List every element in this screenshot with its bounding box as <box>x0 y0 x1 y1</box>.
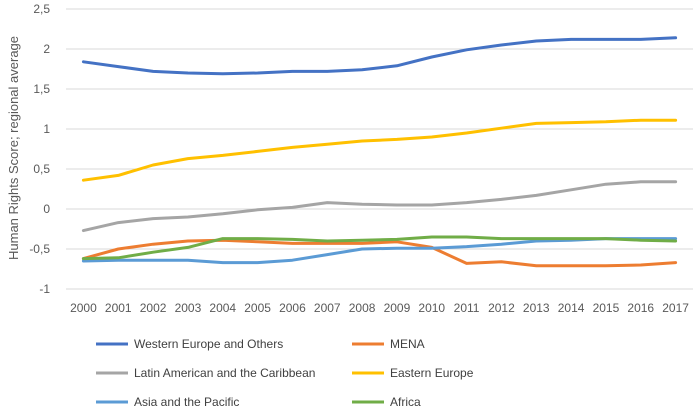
series-line <box>81 118 678 182</box>
legend: Western Europe and Others MENA Latin Ameri… <box>96 337 474 409</box>
x-tick-label: 2012 <box>488 301 515 315</box>
legend-label: Western Europe and Others <box>134 337 283 351</box>
x-axis-tick-labels: 2000 2001 2002 2003 2004 2005 2006 2007 2008 2009… <box>70 301 689 315</box>
legend-label: Africa <box>390 395 421 409</box>
x-tick-label: 2011 <box>454 301 480 315</box>
x-tick-label: 2013 <box>523 301 550 315</box>
legend-label: Eastern Europe <box>390 366 474 380</box>
y-tick-label: 2 <box>43 42 50 56</box>
series-line <box>81 238 678 268</box>
x-tick-label: 2002 <box>140 301 167 315</box>
x-tick-label: 2000 <box>70 301 97 315</box>
gridlines <box>66 8 693 290</box>
x-tick-label: 2003 <box>175 301 202 315</box>
legend-label: Latin American and the Caribbean <box>134 366 315 380</box>
series-line <box>81 180 678 233</box>
x-tick-label: 2016 <box>627 301 654 315</box>
x-tick-label: 2006 <box>279 301 306 315</box>
y-axis-tick-labels: -1 -0,5 0 0,5 1 1,5 2 2,5 <box>29 2 50 296</box>
x-tick-label: 2001 <box>105 301 132 315</box>
y-tick-label: 1,5 <box>33 82 50 96</box>
series-line <box>81 36 678 76</box>
legend-label: MENA <box>390 337 425 351</box>
x-tick-label: 2010 <box>418 301 445 315</box>
x-tick-label: 2008 <box>349 301 376 315</box>
x-tick-label: 2014 <box>558 301 585 315</box>
x-tick-label: 2017 <box>662 301 689 315</box>
y-tick-label: 2,5 <box>33 2 50 16</box>
y-tick-label: -1 <box>39 282 50 296</box>
x-tick-label: 2015 <box>593 301 620 315</box>
legend-label: Asia and the Pacific <box>134 395 239 409</box>
y-tick-label: 0 <box>43 202 50 216</box>
series-line <box>81 235 678 261</box>
y-axis-title: Human Rights Score; regional average <box>6 36 21 260</box>
x-tick-label: 2004 <box>209 301 236 315</box>
x-tick-label: 2007 <box>314 301 341 315</box>
series-lines <box>81 36 678 268</box>
x-tick-label: 2005 <box>244 301 271 315</box>
y-tick-label: 1 <box>43 122 50 136</box>
y-tick-label: 0,5 <box>33 162 50 176</box>
x-tick-label: 2009 <box>384 301 411 315</box>
y-tick-label: -0,5 <box>29 242 50 256</box>
